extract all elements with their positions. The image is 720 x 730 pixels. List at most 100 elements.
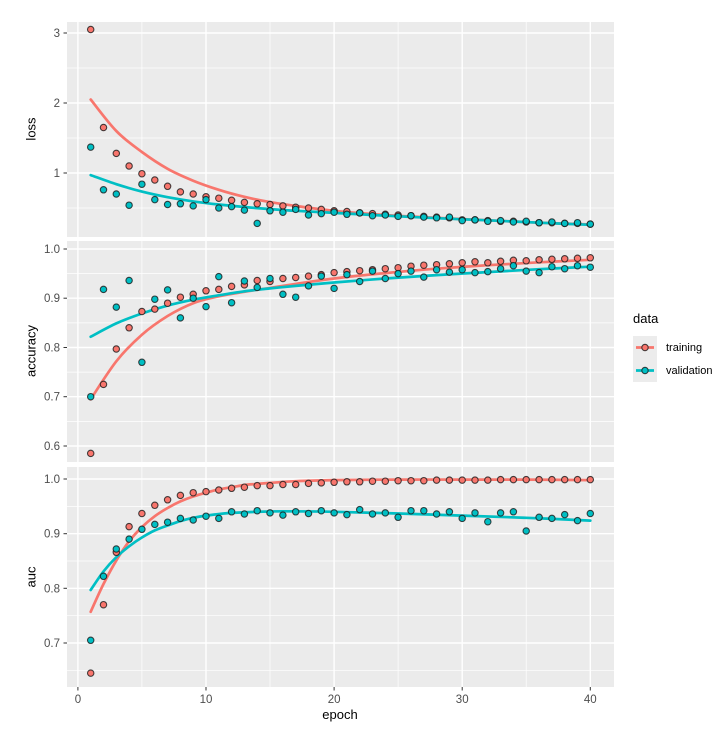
- data-point: [484, 259, 492, 267]
- data-point: [548, 514, 556, 523]
- data-point: [202, 487, 210, 496]
- y-tick-label: 1.0: [44, 244, 60, 256]
- y-tick-label: 3: [54, 28, 60, 40]
- data-point: [176, 514, 185, 523]
- data-point: [484, 517, 492, 526]
- data-point: [394, 476, 402, 485]
- y-tick-label: 0.8: [44, 583, 60, 595]
- data-point: [266, 207, 274, 215]
- data-point: [355, 209, 364, 217]
- data-point: [535, 256, 543, 264]
- data-point: [138, 358, 146, 367]
- data-point: [407, 211, 415, 220]
- data-point: [151, 176, 159, 184]
- x-tick-label: 40: [584, 694, 597, 706]
- data-point: [394, 513, 402, 522]
- data-point: [458, 265, 466, 274]
- data-point: [304, 509, 313, 518]
- panel-background: [67, 467, 614, 687]
- data-point: [394, 212, 402, 221]
- points-validation: [86, 505, 595, 645]
- data-point: [355, 277, 364, 286]
- data-point: [535, 475, 543, 484]
- data-point: [215, 272, 223, 281]
- data-point: [112, 345, 121, 353]
- data-point: [355, 505, 364, 514]
- data-point: [279, 274, 287, 283]
- data-point: [176, 314, 185, 322]
- y-tick-label: 0.9: [44, 293, 60, 305]
- data-point: [458, 216, 466, 225]
- data-point: [138, 525, 146, 534]
- data-point: [163, 518, 172, 526]
- data-point: [471, 509, 479, 517]
- data-point: [266, 200, 274, 209]
- data-point: [484, 476, 492, 484]
- legend-label-validation: validation: [666, 364, 713, 377]
- data-point: [330, 509, 338, 517]
- data-point: [548, 262, 556, 271]
- data-point: [176, 293, 185, 301]
- validation-key-glyph: [636, 366, 654, 375]
- data-point: [471, 258, 479, 266]
- data-point: [471, 268, 479, 277]
- data-point: [445, 268, 454, 276]
- data-point: [586, 254, 595, 262]
- gridlines-major: [67, 241, 614, 462]
- data-point: [99, 380, 108, 389]
- data-point: [202, 512, 210, 520]
- data-point: [291, 293, 300, 301]
- data-point: [548, 218, 556, 226]
- points-validation: [86, 261, 595, 401]
- data-point: [189, 190, 197, 198]
- data-point: [99, 186, 108, 194]
- data-point: [189, 488, 197, 497]
- data-point: [279, 202, 287, 210]
- panel-accuracy: 0.6 0.7 0.8 0.9 1.0: [44, 241, 614, 462]
- data-point: [304, 479, 313, 488]
- data-point: [317, 272, 326, 280]
- points-training: [86, 475, 595, 677]
- data-point: [317, 506, 326, 515]
- data-point: [266, 509, 274, 517]
- data-point: [522, 257, 530, 265]
- data-point: [368, 477, 377, 485]
- data-point: [304, 204, 313, 212]
- data-point: [420, 261, 428, 269]
- data-point: [471, 476, 479, 484]
- data-point: [176, 188, 185, 196]
- data-point: [343, 510, 351, 519]
- panel-background: [67, 22, 614, 237]
- data-point: [445, 260, 454, 268]
- data-point: [279, 290, 287, 299]
- data-point: [227, 484, 236, 493]
- data-point: [291, 508, 300, 516]
- data-point: [586, 263, 595, 271]
- data-point: [560, 264, 569, 273]
- data-point: [215, 285, 223, 294]
- panel-background: [67, 241, 614, 462]
- data-point: [432, 510, 441, 518]
- data-point: [86, 392, 95, 401]
- panel-loss: 1 2 3: [54, 22, 614, 237]
- legend-entry-training: training: [633, 336, 712, 359]
- data-point: [253, 481, 261, 490]
- data-point: [420, 476, 428, 485]
- x-tick-label: 30: [456, 694, 469, 706]
- data-point: [317, 209, 326, 218]
- data-point: [163, 299, 172, 307]
- data-point: [253, 506, 261, 515]
- data-point: [227, 508, 236, 516]
- data-point: [163, 200, 172, 209]
- data-point: [458, 514, 466, 523]
- data-point: [496, 264, 505, 273]
- y-axis-title-loss: loss: [23, 117, 39, 141]
- data-point: [215, 486, 223, 494]
- data-point: [138, 509, 146, 518]
- points-validation: [86, 143, 595, 228]
- data-point: [151, 520, 159, 529]
- data-point: [420, 506, 428, 515]
- data-point: [420, 273, 428, 281]
- data-point: [522, 527, 530, 535]
- data-point: [368, 267, 377, 275]
